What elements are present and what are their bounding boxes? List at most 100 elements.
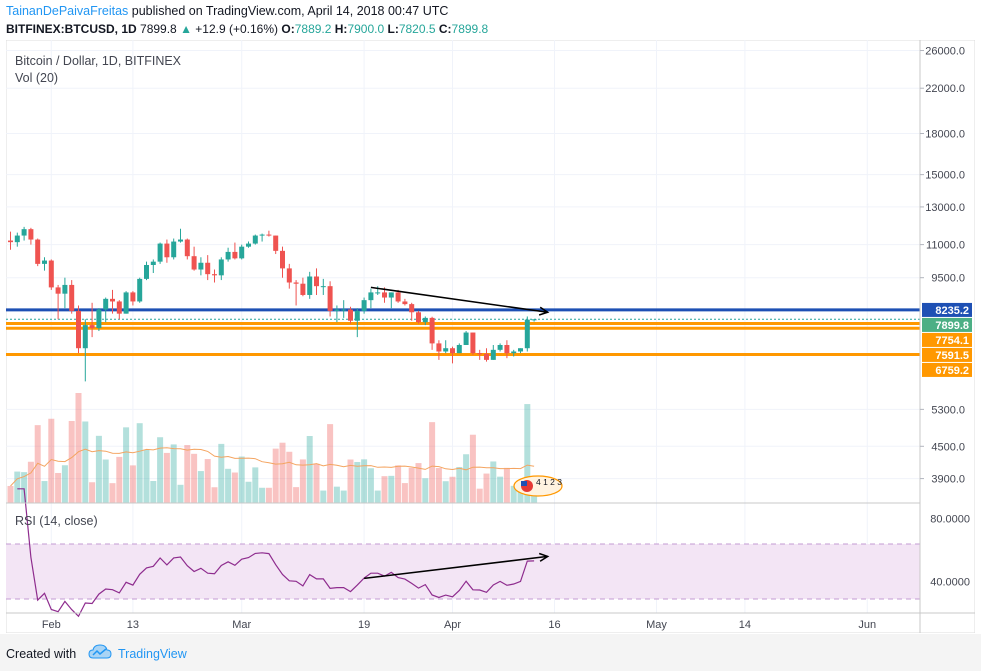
trend-arrow-line[interactable] [364,555,548,580]
volume-bar [361,459,368,503]
candle-body [504,344,510,354]
time-tick-label: Mar [232,619,251,631]
high-label: H: [334,22,348,36]
volume-bar [225,468,232,503]
volume-bar [184,445,191,503]
chart-legend-title: Bitcoin / Dollar, 1D, BITFINEX [15,54,182,68]
low-label: L: [387,22,399,36]
candle-body [450,348,455,354]
candle-body [300,283,306,295]
volume-bar [286,451,293,503]
candle-body [89,325,95,329]
price-label-text: 7754.1 [935,335,969,347]
time-axis[interactable]: Feb 13 Mar 19 Apr 16 May 14 Jun [42,619,876,631]
volume-bar [327,424,334,503]
candle-body [484,353,489,360]
volume-bar [252,467,259,503]
price-axis[interactable]: 26000.0 22000.0 18000.0 15000.0 13000.0 11000… [920,46,965,486]
trend-arrow-line[interactable] [370,286,548,314]
candle-body [103,298,109,310]
price-label-text: 7899.8 [935,320,969,332]
candle-body [184,239,190,257]
candle-body [232,251,238,259]
candle-body [42,260,47,264]
candle-body [246,243,251,247]
volume-bar [483,473,490,503]
price-tick-label: 13000.0 [925,202,965,214]
candle-body [28,229,34,240]
candle-body [55,287,61,294]
price-tick-label: 11000.0 [926,240,965,252]
open-value: 7889.2 [294,22,332,36]
symbol-name: BITFINEX:BTCUSD, 1D [6,22,137,36]
candle-body [463,332,469,345]
volume-bar [211,487,218,503]
high-value: 7900.0 [347,22,385,36]
volume-bar [218,443,225,503]
event-badge[interactable]: 4 1 2 3 [513,475,563,497]
candle-body [218,259,224,276]
volume-bar [408,467,415,503]
rsi-line [17,488,535,618]
volume-bar [61,465,68,503]
volume-bar [75,393,82,503]
volume-bar [449,476,456,503]
candle-body [116,301,122,314]
volume-bar [265,487,272,503]
candle-body [69,284,75,311]
chart-frame [5,39,976,634]
volume-bars [7,393,538,503]
price-label-box [922,332,972,347]
candles [8,226,537,382]
volume-bar [272,448,279,503]
volume-bar [116,456,123,503]
volume-bar [7,485,14,503]
time-tick-label: 16 [548,619,560,631]
candle-body [320,286,326,288]
candle-body [422,317,428,323]
volume-bar [259,487,266,503]
drawn-arrows[interactable] [364,286,550,580]
volume-bar [170,444,177,503]
volume-bar [388,475,395,503]
close-value: 7899.8 [451,22,489,36]
author-link[interactable]: TainanDePaivaFreitas [6,4,129,18]
rsi-legend: RSI (14, close) [15,514,98,528]
trend-arrow-head [538,552,550,562]
price-axis-labels: 8235.2 7899.8 7754.1 7591.5 6759.2 [922,302,972,377]
volume-bar [524,404,531,503]
event-badge-text: 4 1 2 3 [536,477,562,487]
volume-bar [381,476,388,503]
volume-bar [21,472,28,503]
rsi-axis[interactable]: 80.0000 40.0000 [930,514,970,589]
tradingview-brand-link[interactable]: TradingView [118,647,187,661]
chart-area[interactable]: 26000.0 22000.0 18000.0 15000.0 13000.0 11000… [5,39,976,634]
candle-body [130,292,136,302]
created-with-label: Created with [6,647,77,661]
candle-body [375,292,381,294]
time-tick-label: Jun [858,619,876,631]
volume-bar [129,465,136,503]
candle-body [497,344,503,350]
price-label-text: 6759.2 [935,365,969,377]
candle-body [490,349,496,360]
candle-body [402,301,408,305]
candle-body [354,310,360,321]
volume-bar [279,442,286,503]
volume-bar [89,482,96,503]
candle-body [477,353,483,355]
volume-bar [367,468,374,503]
symbol-line: BITFINEX:BTCUSD, 1D 7899.8 ▲ +12.9 (+0.1… [6,22,488,36]
candle-body [212,274,217,276]
price-tick-label: 18000.0 [925,128,965,140]
candle-body [286,268,292,283]
candle-body [62,284,68,294]
volume-bar [415,463,422,503]
volume-bar [299,459,306,503]
candle-body [144,264,149,279]
candle-body [225,251,231,260]
volume-bar [333,486,340,503]
chart-svg[interactable]: 26000.0 22000.0 18000.0 15000.0 13000.0 11000… [5,39,976,634]
candle-body [443,348,449,352]
price-label-text: 7591.5 [935,350,969,362]
